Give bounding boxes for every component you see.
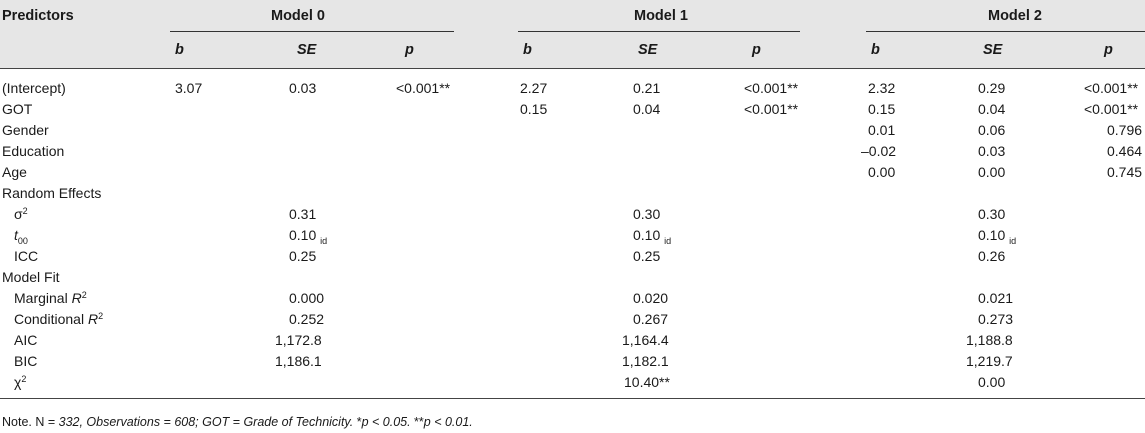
conditional-r2-label: Conditional R2	[14, 311, 104, 327]
col-se-m1: SE	[638, 42, 658, 58]
col-b-m0: b	[175, 42, 184, 58]
cell-p: <0.001**	[1084, 101, 1139, 117]
col-b-m1: b	[523, 42, 532, 58]
table-header-models: Predictors Model 0 Model 1 Model 2	[0, 0, 1145, 34]
col-p-m0: p	[405, 42, 414, 58]
icc-label: ICC	[14, 248, 39, 264]
row-label: GOT	[2, 101, 33, 117]
row-label: (Intercept)	[2, 80, 66, 96]
table-row: Education –0.02 0.03 0.464	[0, 143, 1145, 164]
cell-aic-m2: 1,188.8	[966, 332, 1013, 348]
header-model-1: Model 1	[634, 8, 688, 24]
cell-se: 0.03	[289, 80, 317, 96]
row-label: Education	[2, 143, 65, 159]
table-row: ICC 0.25 0.25 0.26	[0, 248, 1145, 269]
table-row: Marginal R2 0.000 0.020 0.021	[0, 290, 1145, 311]
cell-bic-m2: 1,219.7	[966, 353, 1013, 369]
cell-b: 0.01	[868, 122, 896, 138]
cell-aic-m1: 1,164.4	[622, 332, 669, 348]
marginal-r2-label: Marginal R2	[14, 290, 87, 306]
cell-tau-m1: 0.10 id	[633, 227, 672, 246]
cell-se: 0.29	[978, 80, 1006, 96]
cell-tau-m0: 0.10 id	[289, 227, 328, 246]
section-random-effects: Random Effects	[0, 185, 1145, 206]
cell-conditional-m1: 0.267	[633, 311, 669, 327]
cell-conditional-m2: 0.273	[978, 311, 1014, 327]
table-row: χ2 10.40** 0.00	[0, 374, 1145, 395]
cell-tau-m2: 0.10 id	[978, 227, 1017, 246]
table-row: t00 0.10 id 0.10 id 0.10 id	[0, 227, 1145, 248]
row-label: Gender	[2, 122, 49, 138]
row-label: Age	[2, 164, 27, 180]
col-b-m2: b	[871, 42, 880, 58]
cell-icc-m1: 0.25	[633, 248, 661, 264]
cell-p: 0.796	[1107, 122, 1143, 138]
cell-marginal-m2: 0.021	[978, 290, 1014, 306]
cell-marginal-m1: 0.020	[633, 290, 669, 306]
model-1-underline	[518, 31, 800, 32]
cell-p: <0.001**	[1084, 80, 1139, 96]
cell-icc-m2: 0.26	[978, 248, 1006, 264]
cell-b: 2.32	[868, 80, 896, 96]
header-model-2: Model 2	[988, 8, 1042, 24]
table-row: σ2 0.31 0.30 0.30	[0, 206, 1145, 227]
table-row: GOT 0.15 0.04 <0.001** 0.15 0.04 <0.001*…	[0, 101, 1145, 122]
section-label: Random Effects	[2, 185, 102, 201]
section-label: Model Fit	[2, 269, 60, 285]
cell-icc-m0: 0.25	[289, 248, 317, 264]
cell-p: <0.001**	[744, 80, 799, 96]
cell-se: 0.04	[633, 101, 661, 117]
cell-chi2-m2: 0.00	[978, 374, 1006, 390]
cell-b: 2.27	[520, 80, 548, 96]
table-header-columns: b SE p b SE p b SE p	[0, 34, 1145, 69]
table-row: Conditional R2 0.252 0.267 0.273	[0, 311, 1145, 332]
cell-p: <0.001**	[744, 101, 799, 117]
table-row: Age 0.00 0.00 0.745	[0, 164, 1145, 185]
cell-b: –0.02	[861, 143, 897, 159]
bic-label: BIC	[14, 353, 38, 369]
table-row: BIC 1,186.1 1,182.1 1,219.7	[0, 353, 1145, 374]
cell-b: 0.00	[868, 164, 896, 180]
cell-se: 0.04	[978, 101, 1006, 117]
col-se-m0: SE	[297, 42, 317, 58]
sigma-label: σ2	[14, 206, 28, 222]
col-se-m2: SE	[983, 42, 1003, 58]
cell-sigma-m0: 0.31	[289, 206, 317, 222]
cell-b: 3.07	[175, 80, 203, 96]
cell-conditional-m0: 0.252	[289, 311, 325, 327]
cell-p: 0.464	[1107, 143, 1143, 159]
model-2-underline	[866, 31, 1145, 32]
section-model-fit: Model Fit	[0, 269, 1145, 290]
tau-label: t00	[14, 227, 28, 246]
table-note: Note. N = 332, Observations = 608; GOT =…	[2, 415, 473, 429]
cell-bic-m1: 1,182.1	[622, 353, 669, 369]
table-row: AIC 1,172.8 1,164.4 1,188.8	[0, 332, 1145, 353]
cell-aic-m0: 1,172.8	[275, 332, 322, 348]
aic-label: AIC	[14, 332, 38, 348]
cell-se: 0.21	[633, 80, 661, 96]
table-bottom-rule	[0, 398, 1145, 399]
table-row: (Intercept) 3.07 0.03 <0.001** 2.27 0.21…	[0, 80, 1145, 101]
header-predictors: Predictors	[2, 8, 74, 24]
cell-p: 0.745	[1107, 164, 1143, 180]
cell-se: 0.03	[978, 143, 1006, 159]
cell-bic-m0: 1,186.1	[275, 353, 322, 369]
cell-b: 0.15	[520, 101, 548, 117]
cell-se: 0.06	[978, 122, 1006, 138]
chi2-label: χ2	[14, 374, 27, 390]
cell-b: 0.15	[868, 101, 896, 117]
cell-se: 0.00	[978, 164, 1006, 180]
header-model-0: Model 0	[271, 8, 325, 24]
model-0-underline	[170, 31, 454, 32]
col-p-m1: p	[752, 42, 761, 58]
cell-chi2-m1: 10.40**	[624, 374, 670, 390]
col-p-m2: p	[1104, 42, 1113, 58]
cell-p: <0.001**	[396, 80, 451, 96]
cell-sigma-m1: 0.30	[633, 206, 661, 222]
table-row: Gender 0.01 0.06 0.796	[0, 122, 1145, 143]
cell-marginal-m0: 0.000	[289, 290, 325, 306]
cell-sigma-m2: 0.30	[978, 206, 1006, 222]
